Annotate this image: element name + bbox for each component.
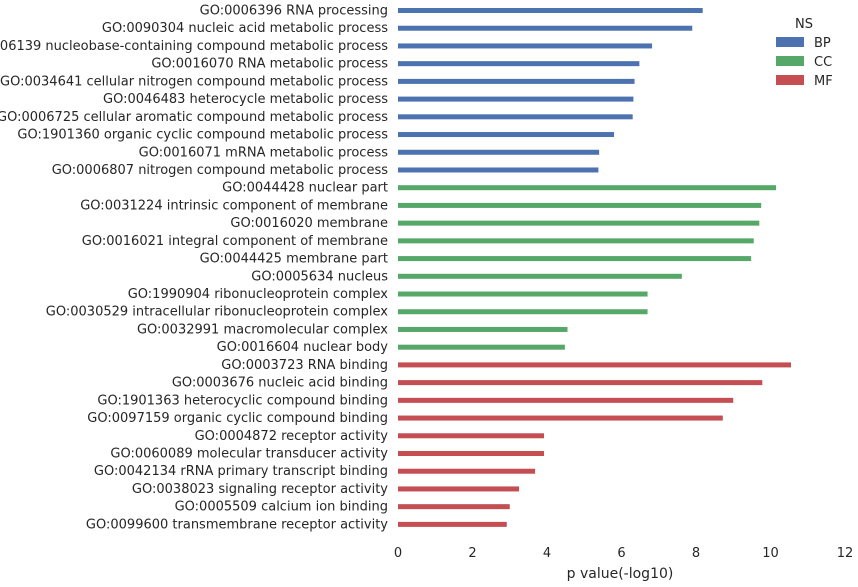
bar-cc [398,309,648,315]
category-label: GO:0046483 heterocycle metabolic process [103,92,388,107]
category-label: GO:0003723 RNA binding [221,358,388,373]
legend-label: MF [814,74,833,89]
bar-cc [398,185,777,191]
category-label: GO:0016070 RNA metabolic process [151,57,388,72]
bar-cc [398,326,568,332]
category-label: GO:0005509 calcium ion binding [175,500,388,515]
x-axis-label: p value(-log10) [567,566,674,582]
category-label: GO:1901360 organic cyclic compound metab… [17,128,388,143]
category-label: GO:0030529 intracellular ribonucleoprote… [46,305,389,320]
bar-bp [398,78,635,84]
category-label: GO:0097159 organic cyclic compound bindi… [87,411,388,426]
category-label: GO:1990904 ribonucleoprotein complex [128,287,389,302]
bar-mf [398,380,763,386]
category-label: GO:0006807 nitrogen compound metabolic p… [52,163,389,178]
bar-mf [398,433,545,439]
category-label: GO:0016021 integral component of membran… [82,234,388,249]
category-label: GO:0016604 nuclear body [217,340,389,355]
category-label: GO:0006725 cellular aromatic compound me… [0,110,388,125]
legend-title: NS [795,17,813,32]
category-label: GO:0032991 macromolecular complex [137,322,388,337]
category-label: GO:0060089 molecular transducer activity [110,447,388,462]
bar-mf [398,468,536,474]
bar-cc [398,256,752,262]
bar-mf [398,415,723,421]
category-label: GO:0016071 mRNA metabolic process [139,145,389,160]
category-label: GO:0034641 cellular nitrogen compound me… [0,74,388,89]
x-tick-label: 2 [468,546,476,561]
legend-swatch [776,75,804,85]
bar-bp [398,149,600,155]
x-tick-label: 6 [617,546,625,561]
bar-mf [398,397,734,403]
legend: NS BP CC MF [776,17,833,89]
x-tick-label: 0 [394,546,402,561]
legend-swatch [776,37,804,47]
category-label: GO:0038023 signaling receptor activity [132,482,388,497]
bar-bp [398,96,634,102]
bar-cc [398,291,648,297]
bar-cc [398,344,565,350]
category-label: GO:0044425 membrane part [200,252,388,267]
category-label: GO:0016020 membrane [230,216,388,231]
category-label: GO:0004872 receptor activity [195,429,389,444]
x-tick-label: 4 [543,546,551,561]
x-tick-label: 8 [692,546,700,561]
bar-cc [398,238,754,244]
legend-label: CC [814,55,832,70]
category-label: GO:0003676 nucleic acid binding [172,376,388,391]
category-label: GO:0044428 nuclear part [222,181,388,196]
bar-bp [398,114,633,120]
category-label: GO:0031224 intrinsic component of membra… [80,198,388,213]
category-label: GO:0099600 transmembrane receptor activi… [86,517,388,532]
x-axis-ticks: 0 2 4 6 8 10 12 [394,546,853,561]
category-label: GO:0005634 nucleus [251,269,388,284]
bar-bp [398,167,599,173]
bar-mf [398,362,791,368]
legend-label: BP [814,36,831,51]
bar-mf [398,504,510,510]
bar-cc [398,220,760,226]
category-label: GO:1901363 heterocyclic compound binding [97,393,388,408]
bar-mf [398,486,520,492]
x-tick-label: 10 [762,546,779,561]
bar-mf [398,521,507,527]
legend-swatch [776,56,804,66]
category-label: GO:0006396 RNA processing [200,4,388,19]
category-labels: GO:0006396 RNA processing GO:0090304 nucl… [0,4,388,533]
bar-bp [398,8,703,13]
bars-group [398,8,791,527]
bar-bp [398,132,615,138]
bar-bp [398,61,640,67]
category-label: GO:0006139 nucleobase-containing compoun… [0,39,388,54]
category-label: GO:0090304 nucleic acid metabolic proces… [102,21,388,36]
bar-bp [398,43,653,49]
category-label: GO:0042134 rRNA primary transcript bindi… [94,464,388,479]
x-tick-label: 12 [837,546,854,561]
bar-bp [398,25,693,31]
bar-cc [398,202,762,208]
bar-mf [398,451,545,456]
bar-cc [398,273,682,279]
